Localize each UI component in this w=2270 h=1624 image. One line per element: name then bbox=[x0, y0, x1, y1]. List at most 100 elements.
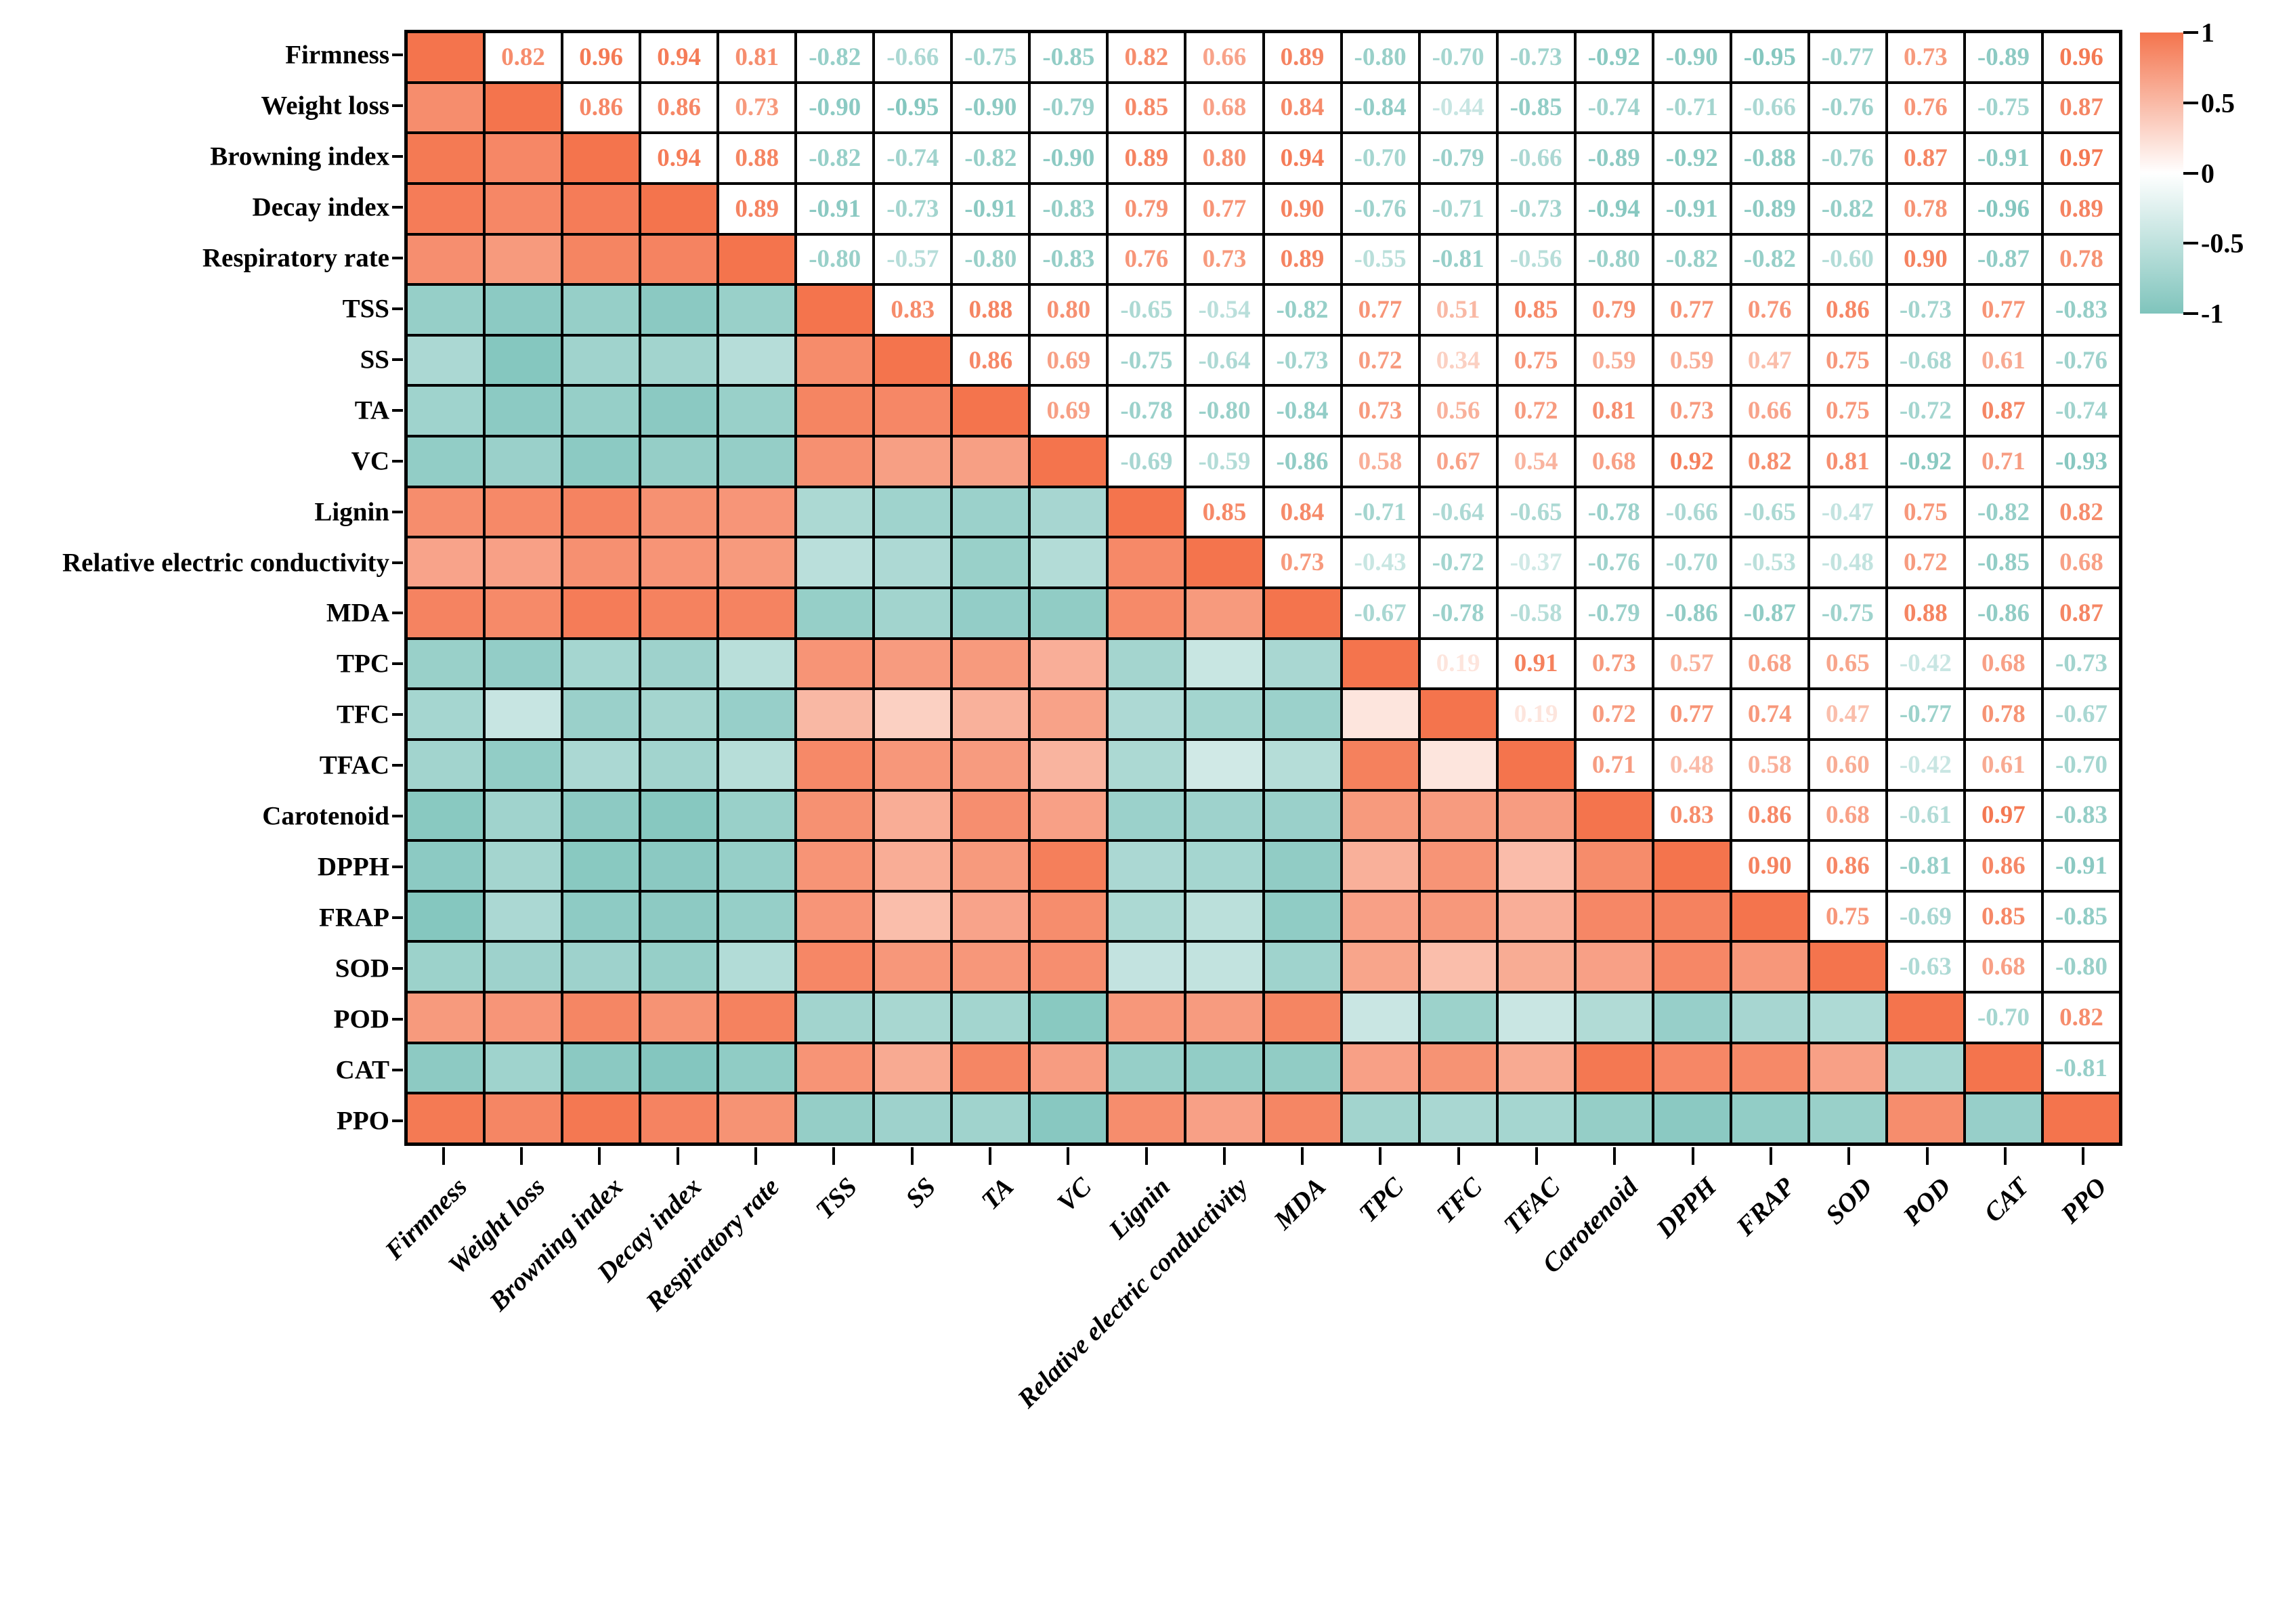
correlation-color-cell bbox=[486, 134, 561, 182]
correlation-value-cell: -0.70 bbox=[1420, 33, 1496, 81]
correlation-value-cell: -0.42 bbox=[1887, 740, 1963, 789]
correlation-value: 0.81 bbox=[735, 43, 779, 71]
correlation-value: 0.89 bbox=[735, 194, 779, 223]
diagonal-cell bbox=[641, 184, 717, 233]
correlation-color-cell bbox=[486, 589, 561, 637]
correlation-value-cell: -0.90 bbox=[953, 83, 1029, 132]
correlation-value-cell: 0.94 bbox=[641, 134, 717, 182]
correlation-value-cell: -0.73 bbox=[875, 184, 951, 233]
correlation-color-cell bbox=[641, 892, 717, 941]
correlation-value-cell: -0.92 bbox=[1887, 437, 1963, 486]
correlation-color-cell bbox=[1186, 892, 1262, 941]
correlation-value-cell: 0.72 bbox=[1887, 538, 1963, 586]
correlation-value-cell: -0.94 bbox=[1576, 184, 1652, 233]
correlation-value-cell: 0.86 bbox=[1965, 842, 2041, 890]
correlation-value: -0.73 bbox=[1276, 346, 1329, 375]
correlation-value-cell: 0.68 bbox=[2043, 538, 2119, 586]
y-axis-tick bbox=[392, 866, 403, 868]
y-axis-label: SOD bbox=[335, 954, 389, 983]
y-axis-tick bbox=[392, 257, 403, 260]
correlation-value: 0.89 bbox=[1124, 144, 1169, 173]
correlation-value: 0.47 bbox=[1747, 346, 1792, 375]
correlation-value-cell: 0.66 bbox=[1732, 387, 1807, 435]
correlation-value: 0.54 bbox=[1514, 447, 1558, 475]
correlation-value-cell: 0.72 bbox=[1576, 690, 1652, 738]
correlation-value-cell: 0.79 bbox=[1576, 286, 1652, 334]
correlation-value-cell: 0.92 bbox=[1654, 437, 1730, 486]
correlation-value: -0.72 bbox=[1899, 397, 1952, 425]
correlation-color-cell bbox=[1109, 943, 1184, 991]
correlation-value-cell: -0.71 bbox=[1420, 184, 1496, 233]
diagonal-cell bbox=[408, 33, 484, 81]
correlation-value: 0.85 bbox=[1202, 498, 1247, 526]
correlation-value: -0.74 bbox=[2055, 397, 2108, 425]
correlation-value: -0.91 bbox=[809, 194, 861, 223]
correlation-heatmap-figure: Firmness Weight loss Browning index Decay i… bbox=[62, 18, 2244, 1414]
correlation-value-cell: -0.90 bbox=[1654, 33, 1730, 81]
correlation-color-cell bbox=[486, 336, 561, 385]
correlation-value-cell: -0.80 bbox=[2043, 943, 2119, 991]
correlation-value-cell: 0.89 bbox=[1264, 235, 1340, 284]
correlation-value-cell: -0.91 bbox=[1965, 134, 2041, 182]
correlation-color-cell bbox=[486, 1094, 561, 1142]
correlation-value: 0.89 bbox=[2059, 194, 2103, 223]
x-axis-tick bbox=[2004, 1147, 2007, 1165]
correlation-value-cell: -0.78 bbox=[1420, 589, 1496, 637]
correlation-color-cell bbox=[563, 235, 639, 284]
correlation-value-cell: -0.42 bbox=[1887, 639, 1963, 688]
correlation-value: -0.56 bbox=[1509, 245, 1562, 274]
correlation-color-cell bbox=[1420, 1094, 1496, 1142]
correlation-color-cell bbox=[1498, 892, 1574, 941]
correlation-color-cell bbox=[1186, 993, 1262, 1042]
correlation-value-cell: -0.85 bbox=[1498, 83, 1574, 132]
correlation-value-cell: 0.47 bbox=[1809, 690, 1885, 738]
correlation-value: 0.82 bbox=[1124, 43, 1169, 71]
correlation-color-cell bbox=[1264, 639, 1340, 688]
correlation-value: 0.97 bbox=[2059, 144, 2103, 173]
correlation-value-cell: -0.66 bbox=[1654, 488, 1730, 536]
correlation-value: -0.47 bbox=[1821, 498, 1874, 526]
diagonal-cell bbox=[1342, 639, 1418, 688]
correlation-value: 0.75 bbox=[1825, 346, 1870, 375]
correlation-color-cell bbox=[408, 184, 484, 233]
correlation-value: 0.88 bbox=[735, 144, 779, 173]
correlation-value-cell: 0.75 bbox=[1887, 488, 1963, 536]
correlation-value: -0.80 bbox=[809, 245, 861, 274]
correlation-value: -0.96 bbox=[1977, 194, 2030, 223]
correlation-color-cell bbox=[1576, 1044, 1652, 1092]
correlation-color-cell bbox=[1342, 1094, 1418, 1142]
correlation-value-cell: -0.80 bbox=[797, 235, 873, 284]
correlation-value-cell: 0.78 bbox=[1887, 184, 1963, 233]
correlation-value: 0.73 bbox=[1358, 397, 1402, 425]
correlation-value-cell: 0.83 bbox=[1654, 791, 1730, 840]
correlation-value-cell: -0.85 bbox=[1965, 538, 2041, 586]
correlation-value: -0.82 bbox=[809, 144, 861, 173]
x-axis-tick bbox=[1535, 1147, 1539, 1165]
correlation-value: 0.60 bbox=[1825, 750, 1870, 779]
x-axis-tick bbox=[442, 1147, 445, 1165]
correlation-value-cell: 0.97 bbox=[2043, 134, 2119, 182]
correlation-value-cell: -0.85 bbox=[2043, 892, 2119, 941]
correlation-value-cell: 0.68 bbox=[1186, 83, 1262, 132]
correlation-color-cell bbox=[486, 690, 561, 738]
correlation-value: -0.48 bbox=[1821, 549, 1874, 577]
correlation-color-cell bbox=[1031, 1094, 1107, 1142]
correlation-color-cell bbox=[563, 740, 639, 789]
correlation-value: -0.75 bbox=[964, 43, 1017, 71]
correlation-color-cell bbox=[953, 639, 1029, 688]
correlation-value: -0.89 bbox=[1587, 144, 1640, 173]
correlation-value: 0.92 bbox=[1669, 447, 1714, 475]
correlation-value-cell: 0.68 bbox=[1809, 791, 1885, 840]
correlation-value-cell: 0.80 bbox=[1031, 286, 1107, 334]
correlation-value-cell: -0.86 bbox=[1654, 589, 1730, 637]
correlation-value: -0.73 bbox=[2055, 649, 2108, 678]
correlation-value-cell: -0.90 bbox=[797, 83, 873, 132]
x-axis-tick bbox=[1067, 1147, 1070, 1165]
correlation-value: -0.69 bbox=[1120, 447, 1173, 475]
correlation-color-cell bbox=[797, 1094, 873, 1142]
correlation-value: 0.80 bbox=[1046, 295, 1091, 324]
correlation-value: 0.61 bbox=[1982, 750, 2026, 779]
correlation-color-cell bbox=[1186, 1044, 1262, 1092]
correlation-value-cell: -0.74 bbox=[875, 134, 951, 182]
diagonal-cell bbox=[1965, 1044, 2041, 1092]
